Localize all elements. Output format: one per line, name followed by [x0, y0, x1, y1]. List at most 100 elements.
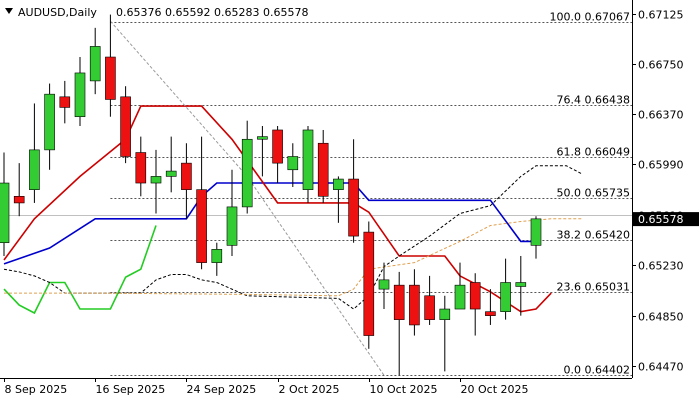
candle-body — [409, 284, 420, 326]
candle-body — [469, 282, 481, 310]
fib-level-label: 61.8 0.66049 — [557, 146, 630, 159]
y-tick-label: 0.66370 — [638, 109, 684, 122]
candle — [317, 129, 329, 203]
candle-body — [13, 195, 25, 204]
candle — [241, 120, 253, 214]
symbol-timeframe: AUDUSD,Daily — [18, 6, 97, 19]
dropdown-triangle-icon[interactable] — [5, 8, 13, 14]
candle-body — [378, 279, 390, 290]
y-tick-label: 0.64850 — [638, 311, 684, 324]
candle-body — [29, 149, 40, 190]
candle — [74, 57, 86, 126]
candle — [44, 83, 55, 170]
x-tick-label: 24 Sep 2025 — [187, 383, 257, 396]
candle-body — [181, 162, 192, 190]
candle-body — [333, 178, 344, 190]
candle-body — [302, 129, 314, 190]
y-tick-label: 0.65230 — [638, 260, 684, 273]
indicator-line — [3, 182, 536, 265]
candle-body — [317, 142, 329, 197]
candle-body — [89, 46, 101, 82]
plot-frame — [0, 0, 633, 379]
candle — [257, 126, 268, 177]
current-price-tag: 0.65578 — [633, 212, 699, 227]
candle — [515, 255, 527, 316]
fib-level-label: 0.0 0.64402 — [564, 364, 630, 377]
y-tick-label: 0.66750 — [638, 59, 684, 72]
candle — [409, 269, 420, 336]
candle — [181, 143, 192, 219]
candle — [0, 152, 10, 256]
candle — [454, 262, 466, 310]
candle-body — [485, 311, 496, 316]
candle-body — [424, 295, 435, 320]
candle-body — [241, 138, 253, 208]
candle — [530, 216, 542, 259]
candle — [135, 136, 147, 197]
y-tick-label: 0.65990 — [638, 159, 684, 172]
candle — [333, 176, 344, 223]
candle — [196, 136, 207, 270]
candle-body — [500, 282, 511, 312]
x-tick-label: 20 Oct 2025 — [461, 383, 529, 396]
candle-body — [272, 129, 283, 164]
chart-header: AUDUSD,Daily 0.65376 0.65592 0.65283 0.6… — [5, 6, 308, 19]
indicator-line — [3, 165, 582, 310]
candle-body — [150, 176, 162, 184]
candle — [226, 169, 238, 256]
x-tick-label: 2 Oct 2025 — [279, 383, 340, 396]
candle-body — [120, 96, 131, 157]
candle-body — [74, 72, 86, 118]
current-price-box — [633, 212, 699, 227]
fib-level-label: 38.2 0.65420 — [557, 229, 630, 242]
candle — [485, 289, 496, 325]
candle — [59, 80, 71, 124]
current-price-label: 0.65578 — [638, 213, 684, 226]
candle — [272, 126, 283, 184]
candle-body — [439, 308, 451, 320]
candle — [150, 149, 162, 214]
candle-body — [105, 56, 116, 100]
candle — [165, 136, 177, 193]
x-tick-label: 8 Sep 2025 — [5, 383, 68, 396]
candle — [29, 103, 40, 203]
x-tick-label: 16 Sep 2025 — [96, 383, 166, 396]
fib-level-label: 100.0 0.67067 — [550, 11, 630, 24]
candle — [393, 271, 405, 376]
ohlc-values: 0.65376 0.65592 0.65283 0.65578 — [116, 6, 308, 19]
candle-body — [165, 170, 177, 177]
x-tick-label: 10 Oct 2025 — [370, 383, 438, 396]
candle — [287, 143, 299, 188]
candle — [13, 163, 25, 217]
fib-level-label: 76.4 0.66438 — [557, 94, 630, 107]
candle-body — [59, 96, 71, 108]
candle-body — [226, 206, 238, 246]
candle-body — [515, 282, 527, 287]
candle-body — [44, 93, 55, 151]
candle — [211, 242, 223, 276]
candle-body — [0, 182, 10, 244]
candle-body — [393, 284, 405, 320]
candles — [0, 14, 542, 376]
candle — [348, 139, 359, 243]
candle — [500, 258, 511, 320]
candle-body — [454, 284, 466, 310]
candle — [439, 295, 451, 372]
candle-body — [196, 189, 207, 263]
candle — [378, 262, 390, 310]
candle-body — [135, 152, 147, 184]
candle-body — [287, 156, 299, 171]
candle — [120, 86, 131, 164]
y-tick-label: 0.64470 — [638, 361, 684, 374]
candle — [89, 27, 101, 95]
candle-body — [257, 136, 268, 140]
candle-body — [211, 249, 223, 263]
x-axis: 8 Sep 2025 16 Sep 2025 24 Sep 2025 2 Oct 20… — [4, 378, 529, 396]
candle-body — [530, 218, 542, 246]
candle-body — [363, 231, 375, 336]
candle — [302, 126, 314, 203]
candle — [105, 14, 116, 117]
candle — [363, 221, 375, 349]
fib-level-label: 50.0 0.65735 — [557, 187, 630, 200]
